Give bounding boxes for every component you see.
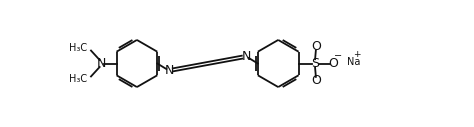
Text: H₃C: H₃C xyxy=(69,43,87,53)
Text: S: S xyxy=(311,57,319,70)
Text: N: N xyxy=(164,64,174,77)
Text: N: N xyxy=(241,50,251,63)
Text: +: + xyxy=(353,50,360,59)
Text: O: O xyxy=(311,74,321,87)
Text: −: − xyxy=(334,51,342,61)
Text: O: O xyxy=(311,40,321,53)
Text: N: N xyxy=(97,57,106,70)
Text: H₃C: H₃C xyxy=(69,74,87,84)
Text: O: O xyxy=(328,57,338,70)
Text: Na: Na xyxy=(347,57,361,67)
